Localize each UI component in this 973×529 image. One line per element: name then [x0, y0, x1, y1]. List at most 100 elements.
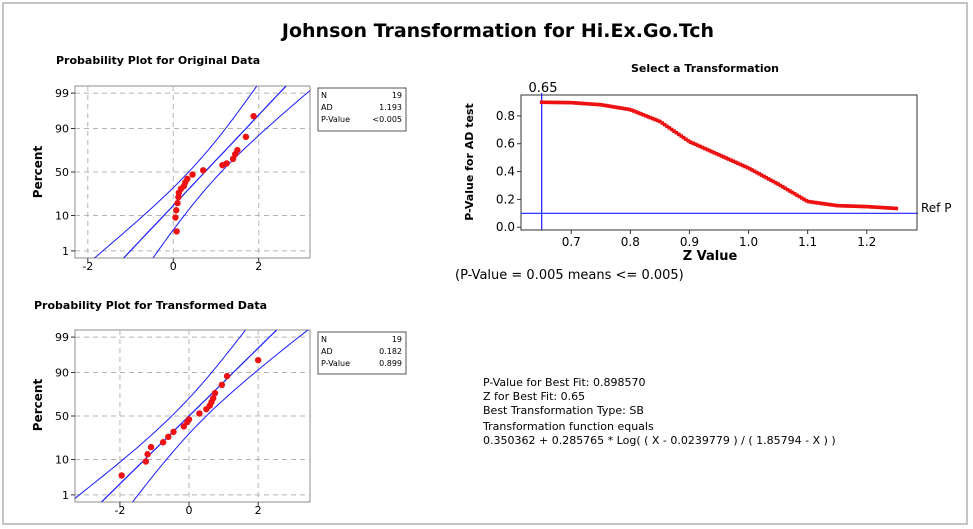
transform-curve-point [868, 205, 873, 209]
transform-curve-point [662, 122, 667, 127]
transform-curve-point [629, 108, 634, 112]
transform-curve-point [773, 180, 778, 185]
transform-curve-point [681, 135, 686, 140]
transform-curve-point [785, 187, 790, 192]
transformed-stat-value: 0.899 [379, 359, 402, 368]
transform-curve-point [561, 100, 565, 105]
original-stat-label: AD [321, 103, 333, 112]
transformed-plot-point [170, 428, 177, 436]
transform-curve-point [653, 117, 657, 122]
summary-line: Best Transformation Type: SB [483, 404, 644, 417]
pvalue-note: (P-Value = 0.005 means <= 0.005) [455, 268, 684, 283]
transform-plot-area: 0.7 0.8 0.9 1.0 1.1 1.2 0.0 0.2 0.4 0.6 0.8 [496, 93, 918, 249]
transform-curve-point [759, 173, 764, 177]
transform-curve-point [551, 100, 556, 105]
original-plot-point [174, 199, 181, 207]
transform-curve-point [738, 162, 743, 167]
transform-curve-point [762, 174, 766, 179]
original-plot-point [173, 207, 180, 214]
original-plot-area: -2 0 2 1 10 50 90 99 [55, 85, 311, 273]
transform-curve-point [617, 106, 622, 110]
original-stat-label: P-Value [321, 115, 350, 124]
transform-curve-point [684, 137, 688, 142]
transform-curve-point [823, 202, 828, 206]
transform-curve-point [750, 168, 754, 172]
original-stats-box: N 19 AD 1.193 P-Value <0.005 [317, 87, 407, 132]
transformed-plot-tick-label-y: 99 [55, 331, 69, 344]
transform-plot-tick-label-y: 0.4 [496, 165, 515, 179]
transform-curve-point [591, 102, 596, 107]
transformed-plot-point [196, 410, 203, 417]
transform-curve-point [731, 159, 735, 163]
original-plot-point [172, 214, 179, 221]
transform-curve-point [807, 199, 811, 204]
transform-curve-point [811, 200, 816, 205]
transform-plot-ylabel: P-Value for AD test [463, 103, 476, 220]
transform-curve-point [835, 203, 840, 208]
transform-curve-point [577, 101, 582, 106]
transform-curve-point [802, 197, 806, 202]
transform-curve-point [584, 101, 589, 106]
transform-curve-point [648, 115, 653, 120]
transform-curve-point [627, 107, 631, 112]
transform-curve-point [667, 126, 672, 130]
original-plot-point [250, 112, 257, 120]
transformed-plot-ci-upper [131, 330, 309, 502]
transform-curve-point [724, 156, 728, 160]
transformed-stat-value: 19 [392, 335, 402, 344]
transform-plot-tick-label-y: 0.6 [496, 137, 515, 151]
transform-curve-point [710, 149, 714, 154]
transform-curve-point [882, 205, 887, 210]
transform-curve-point [776, 182, 780, 186]
original-stat-value: <0.005 [372, 115, 402, 124]
transformed-stat-value: 0.182 [379, 347, 402, 356]
transform-curve-point [674, 130, 679, 135]
original-plot-point [234, 146, 241, 154]
transform-curve-point [745, 165, 750, 170]
original-plot-tick-label-y: 90 [55, 122, 69, 135]
transform-curve-point [641, 113, 646, 117]
transform-curve-point [885, 206, 889, 210]
transform-curve-point [572, 101, 577, 105]
transform-curve-point [733, 160, 738, 165]
transform-curve-point [601, 103, 605, 107]
original-plot-tick-label-x: 2 [255, 260, 262, 273]
transform-curve-point [546, 100, 551, 105]
transform-curve-point [677, 132, 681, 137]
transform-curve-point [610, 104, 615, 109]
transform-curve-point [892, 206, 896, 211]
transform-curve-point [693, 142, 698, 147]
transform-plot-frame [520, 94, 918, 231]
summary-line: P-Value for Best Fit: 0.898570 [483, 376, 645, 389]
transform-curve-point [866, 204, 870, 209]
transform-curve-point [781, 185, 785, 189]
transformed-plot-point [165, 433, 172, 441]
transform-curve-point [582, 101, 587, 106]
transform-curve-point [849, 204, 854, 208]
transform-curve-point [549, 100, 553, 105]
transform-curve-point [695, 143, 700, 148]
transform-curve-point [651, 116, 655, 121]
transform-curve-point [615, 105, 620, 110]
transform-curve-point [851, 204, 856, 208]
transform-curve-point [757, 172, 761, 176]
transform-curve-point [669, 127, 674, 132]
transform-curve-point [854, 204, 858, 209]
transform-plot-xlabel: Z Value [683, 249, 738, 264]
best-fit-summary: P-Value for Best Fit: 0.898570 Z for Bes… [482, 376, 836, 447]
transformed-plot-point [180, 423, 188, 430]
transform-curve-point [747, 166, 752, 171]
original-plot-point [223, 160, 230, 167]
transform-curve-point [639, 112, 643, 116]
summary-line: Transformation function equals [482, 420, 654, 433]
transform-curve-point [889, 206, 894, 210]
transform-curve-point [665, 124, 669, 129]
transformed-stat-label: P-Value [321, 359, 350, 368]
transform-curve-point [575, 101, 579, 105]
transformed-plot-point [254, 356, 262, 364]
transformed-stat-label: AD [321, 347, 333, 356]
transform-curve-point [660, 121, 665, 125]
transformed-plot-point [118, 472, 125, 479]
transform-curve-point [771, 179, 776, 184]
